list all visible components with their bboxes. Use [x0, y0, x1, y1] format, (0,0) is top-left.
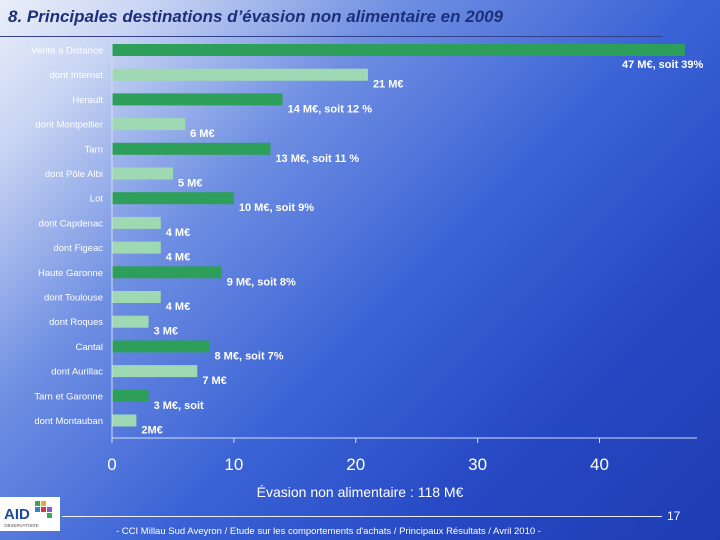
bar-7	[112, 216, 161, 229]
data-label: 10 M€, soit 9%	[239, 202, 314, 214]
data-label: 3 M€, soit	[154, 400, 204, 412]
bar-2	[112, 93, 283, 106]
data-label: 4 M€	[166, 227, 190, 239]
data-label: 3 M€	[154, 326, 178, 338]
x-tick-label: 30	[468, 455, 487, 474]
category-label: Tarn et Garonne	[34, 391, 103, 402]
bar-13	[112, 365, 198, 378]
bar-11	[112, 315, 149, 328]
category-label: dont Internet	[50, 70, 104, 81]
footer-divider	[62, 516, 662, 517]
title-divider	[0, 36, 662, 37]
category-label: Cantal	[76, 342, 103, 353]
x-tick-label: 10	[224, 455, 243, 474]
bar-3	[112, 118, 186, 131]
axes: 0 10 20 30 40	[107, 42, 697, 474]
bar-10	[112, 291, 161, 303]
category-label: Tarn	[85, 144, 103, 155]
data-label: 6 M€	[190, 128, 214, 140]
data-label: 47 M€, soit 39%	[622, 59, 704, 71]
page-number: 17	[667, 509, 681, 523]
data-label: 14 M€, soit 12 %	[288, 103, 373, 115]
category-label: Haute Garonne	[38, 268, 103, 279]
bars	[112, 44, 685, 427]
footer-text: - CCI Millau Sud Aveyron / Etude sur les…	[116, 526, 541, 537]
data-label: 21 M€	[373, 79, 404, 91]
x-tick-label: 0	[107, 455, 116, 474]
data-label: 5 M€	[178, 178, 202, 190]
category-labels: Vente à Distance dont Internet Herault dont…	[31, 46, 103, 428]
bar-9	[112, 266, 222, 279]
category-label: dont Aurillac	[51, 367, 103, 378]
category-label: dont Montpellier	[35, 120, 103, 131]
bar-6	[112, 192, 234, 205]
category-label: dont Figeac	[53, 243, 103, 254]
category-label: Herault	[72, 95, 103, 106]
bar-5	[112, 167, 173, 180]
bar-1	[112, 68, 368, 81]
bar-14	[112, 389, 149, 402]
bar-0	[112, 44, 685, 56]
data-label: 8 M€, soit 7%	[215, 350, 284, 362]
total-label: Évasion non alimentaire : 118 M€	[256, 484, 464, 500]
category-label: Vente à Distance	[31, 46, 103, 57]
data-labels: 47 M€, soit 39% 21 M€14 M€, soit 12 % 6 M€…	[141, 59, 703, 437]
page-title: 8. Principales destinations d’évasion no…	[8, 7, 504, 26]
category-label: dont Pôle Albi	[45, 169, 103, 180]
svg-text:AID: AID	[4, 506, 30, 523]
aid-logo-icon: AID OBSERVATOIRE	[0, 497, 60, 531]
data-label: 2M€	[141, 425, 162, 437]
bar-8	[112, 241, 161, 254]
bar-chart: Vente à Distance dont Internet Herault dont…	[31, 42, 704, 474]
data-label: 4 M€	[166, 252, 190, 264]
svg-text:OBSERVATOIRE: OBSERVATOIRE	[4, 523, 39, 528]
bar-15	[112, 414, 137, 427]
category-label: Lot	[90, 194, 104, 205]
category-label: dont Roques	[49, 317, 103, 328]
data-label: 13 M€, soit 11 %	[275, 153, 359, 165]
category-label: dont Capdenac	[39, 218, 104, 229]
bar-12	[112, 340, 210, 353]
category-label: dont Toulouse	[44, 293, 103, 304]
bar-4	[112, 142, 271, 155]
x-tick-label: 20	[346, 455, 365, 474]
category-label: dont Montauban	[34, 416, 103, 427]
x-tick-label: 40	[590, 455, 609, 474]
data-label: 7 M€	[202, 375, 226, 387]
data-label: 9 M€, soit 8%	[227, 276, 296, 288]
data-label: 4 M€	[166, 301, 190, 313]
